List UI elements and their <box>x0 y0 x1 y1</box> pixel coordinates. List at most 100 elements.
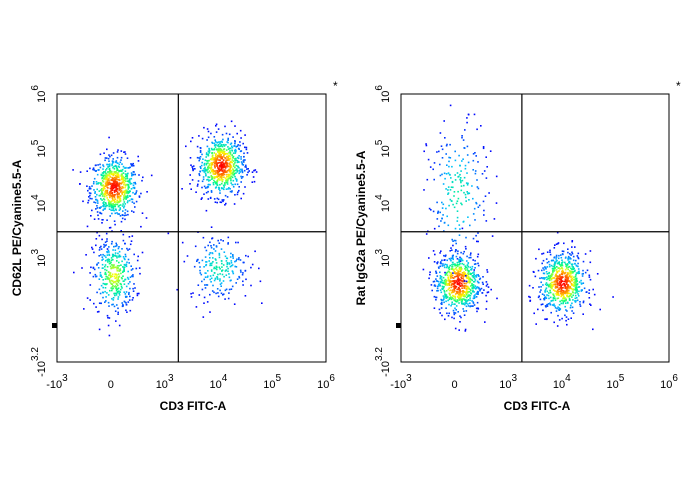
event-dot <box>112 162 114 164</box>
event-dot <box>430 284 433 286</box>
event-dot <box>219 280 221 282</box>
event-dot <box>239 144 241 147</box>
event-dot <box>128 185 130 187</box>
event-dot <box>192 292 194 294</box>
event-dot <box>588 292 590 294</box>
event-dot <box>552 294 555 297</box>
event-dot <box>231 150 234 152</box>
event-dot <box>551 287 553 290</box>
event-dot <box>208 164 211 166</box>
event-dot <box>106 314 109 317</box>
event-dot <box>112 180 115 183</box>
event-dot <box>548 263 551 266</box>
event-dot <box>451 303 453 305</box>
event-dot <box>208 176 211 179</box>
event-dot <box>567 302 569 304</box>
event-dot <box>232 170 235 172</box>
event-dot <box>203 171 206 173</box>
event-dot <box>135 200 138 203</box>
event-dot <box>446 271 449 274</box>
tick-exponent: 4 <box>565 373 571 384</box>
event-dot <box>251 171 254 173</box>
event-dot <box>232 254 234 256</box>
event-dot <box>544 318 546 320</box>
event-dot <box>562 271 565 274</box>
event-dot <box>446 284 449 286</box>
event-dot <box>210 264 213 267</box>
tick-base: 10 <box>263 379 275 391</box>
event-dot <box>450 200 453 202</box>
event-dot <box>552 270 554 273</box>
event-dot <box>238 257 240 259</box>
event-dot <box>546 261 549 264</box>
event-dot <box>219 268 221 270</box>
event-dot <box>126 311 128 313</box>
event-dot <box>224 204 226 206</box>
event-dot <box>228 169 230 171</box>
event-dot <box>448 160 450 163</box>
event-dot <box>117 179 119 181</box>
event-dot <box>231 154 233 157</box>
event-dot <box>454 250 457 253</box>
event-dot <box>218 254 221 256</box>
event-dot <box>479 289 481 292</box>
event-dot <box>217 175 220 177</box>
event-dot <box>99 271 102 274</box>
event-dot <box>236 132 238 135</box>
event-dot <box>443 281 445 284</box>
event-dot <box>552 299 554 302</box>
event-dot <box>120 283 122 286</box>
event-dot <box>215 160 218 163</box>
event-dot <box>207 198 210 200</box>
event-dot <box>563 280 565 283</box>
event-dot <box>541 293 544 295</box>
event-dot <box>546 276 548 278</box>
event-dot <box>211 177 213 179</box>
event-dot <box>466 255 468 258</box>
event-dot <box>226 265 228 268</box>
event-dot <box>579 303 581 306</box>
event-dot <box>478 204 481 207</box>
event-dot <box>459 270 462 273</box>
event-dot <box>101 195 104 197</box>
x-tick-label: 103 <box>156 373 174 391</box>
event-dot <box>459 177 462 179</box>
event-dot <box>231 161 233 164</box>
event-dot <box>196 156 199 159</box>
event-dot <box>556 271 559 274</box>
event-dot <box>440 302 442 305</box>
event-dot <box>104 191 107 194</box>
event-dot <box>97 182 100 184</box>
event-dot <box>106 180 109 183</box>
event-dot <box>199 272 202 274</box>
event-dot <box>201 259 204 262</box>
event-dot <box>474 152 476 154</box>
event-dot <box>484 321 486 323</box>
event-dot <box>241 163 244 166</box>
event-dot <box>565 290 568 293</box>
event-dot <box>226 175 228 178</box>
event-dot <box>586 291 588 293</box>
event-dot <box>117 184 120 186</box>
event-dot <box>115 266 117 268</box>
event-dot <box>113 266 115 268</box>
event-dot <box>126 192 129 194</box>
event-dot <box>460 276 462 279</box>
x-axis-label: CD3 FITC-A <box>160 399 227 413</box>
event-dot <box>468 282 471 284</box>
event-dot <box>441 314 443 317</box>
event-dot <box>543 298 546 301</box>
event-dot <box>114 252 117 254</box>
event-dot <box>129 243 132 246</box>
event-dot <box>556 266 558 268</box>
event-dot <box>443 301 445 304</box>
event-dot <box>124 151 126 153</box>
event-dot <box>210 165 213 167</box>
event-dot <box>196 260 198 262</box>
event-dot <box>134 206 136 208</box>
event-dot <box>123 263 126 266</box>
event-dot <box>239 171 241 173</box>
event-dot <box>122 239 125 242</box>
event-dot <box>569 270 572 273</box>
event-dot <box>107 271 110 274</box>
